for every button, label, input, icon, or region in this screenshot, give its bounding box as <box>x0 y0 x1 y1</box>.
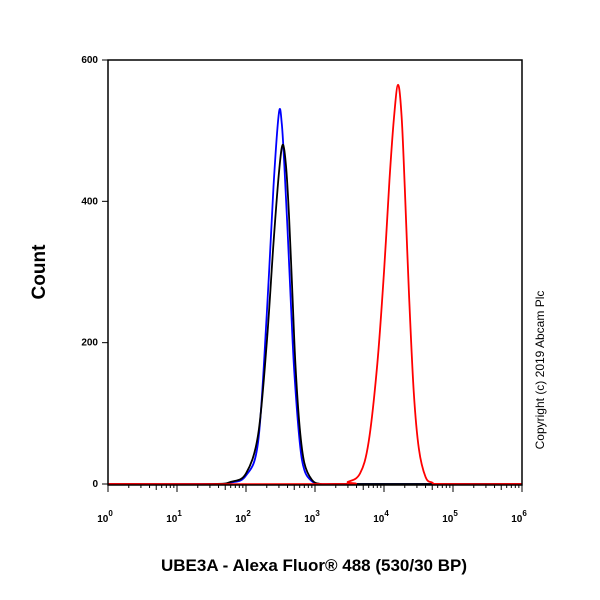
copyright-text: Copyright (c) 2019 Abcam Plc <box>533 291 547 450</box>
x-tick-label: 103 <box>304 509 320 525</box>
x-tick-label: 102 <box>235 509 251 525</box>
y-tick-label: 200 <box>81 338 98 349</box>
x-tick-label: 106 <box>511 509 527 525</box>
y-tick-label: 400 <box>81 196 98 207</box>
series-line-1 <box>107 108 522 486</box>
plot-frame <box>107 59 523 486</box>
x-tick-label: 104 <box>373 509 389 525</box>
series-line-2 <box>107 143 522 486</box>
series-line-3 <box>107 83 523 486</box>
x-tick-label: 100 <box>97 509 113 525</box>
x-tick-label: 105 <box>442 509 458 525</box>
y-axis-label: Count <box>29 244 50 300</box>
y-tick-label: 0 <box>92 479 98 490</box>
x-tick-label: 101 <box>166 509 182 525</box>
y-tick-label: 600 <box>81 55 98 66</box>
x-axis-label: UBE3A - Alexa Fluor® 488 (530/30 BP) <box>161 556 467 575</box>
